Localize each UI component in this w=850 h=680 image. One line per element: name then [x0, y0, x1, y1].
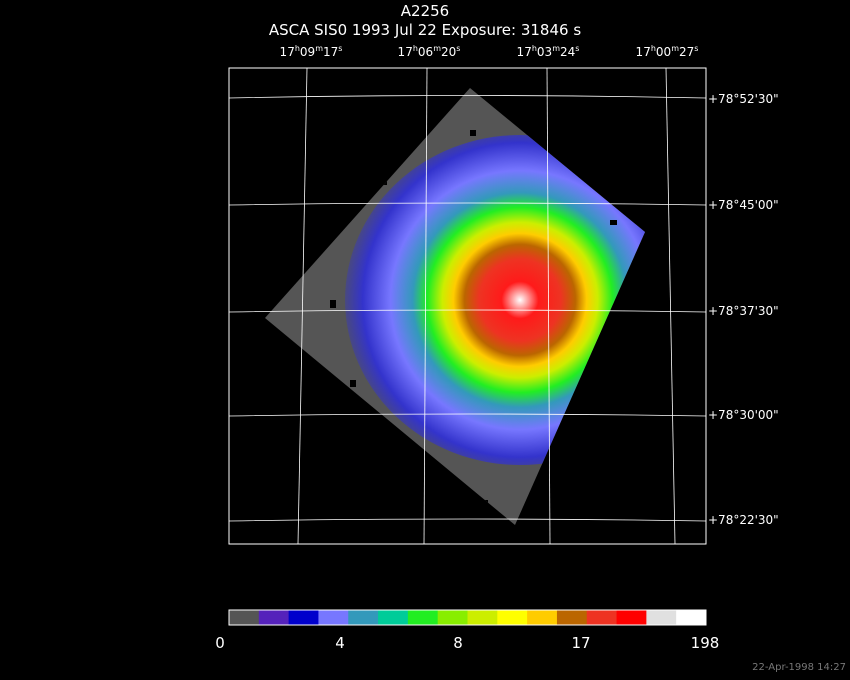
colorbar-swatch [497, 610, 528, 625]
coordinate-grid [229, 68, 706, 544]
object-title: A2256 [400, 2, 450, 20]
dec-tick-label: +78°30'00" [708, 408, 779, 422]
colorbar-label: 4 [335, 634, 345, 652]
colorbar-swatch [407, 610, 439, 625]
colorbar-label: 198 [690, 634, 720, 652]
colorbar-swatch [348, 610, 379, 625]
colorbar-label: 17 [571, 634, 591, 652]
colorbar-swatch [318, 610, 349, 625]
colorbar-swatch [437, 610, 468, 625]
dec-tick-label: +78°37'30" [708, 304, 779, 318]
colorbar-swatch [556, 610, 588, 625]
colorbar-swatch [258, 610, 290, 625]
colorbar-swatch [229, 610, 260, 625]
colorbar-border [228, 609, 707, 626]
dec-tick-label: +78°52'30" [708, 92, 779, 106]
ra-tick-label: 17h03m24s [516, 44, 580, 59]
date-stamp: 22-Apr-1998 14:27 [752, 662, 846, 673]
colorbar-swatch [288, 610, 319, 625]
dec-tick-label: +78°22'30" [708, 513, 779, 527]
dec-tick-label: +78°45'00" [708, 198, 779, 212]
colorbar-label: 8 [453, 634, 463, 652]
colorbar-swatch [586, 610, 618, 625]
ra-tick-label: 17h00m27s [635, 44, 699, 59]
colorbar-swatch [467, 610, 498, 625]
colorbar-label: 0 [215, 634, 225, 652]
observation-info: ASCA SIS0 1993 Jul 22 Exposure: 31846 s [268, 21, 582, 39]
colorbar-swatch [616, 610, 647, 625]
colorbar-swatch [378, 610, 409, 625]
colorbar-swatch [527, 610, 558, 625]
ra-tick-label: 17h06m20s [397, 44, 461, 59]
colorbar-swatch [646, 610, 677, 625]
colorbar-swatch [676, 610, 707, 625]
image-frame [228, 67, 707, 545]
colorbar [228, 609, 707, 626]
ra-tick-label: 17h09m17s [279, 44, 343, 59]
